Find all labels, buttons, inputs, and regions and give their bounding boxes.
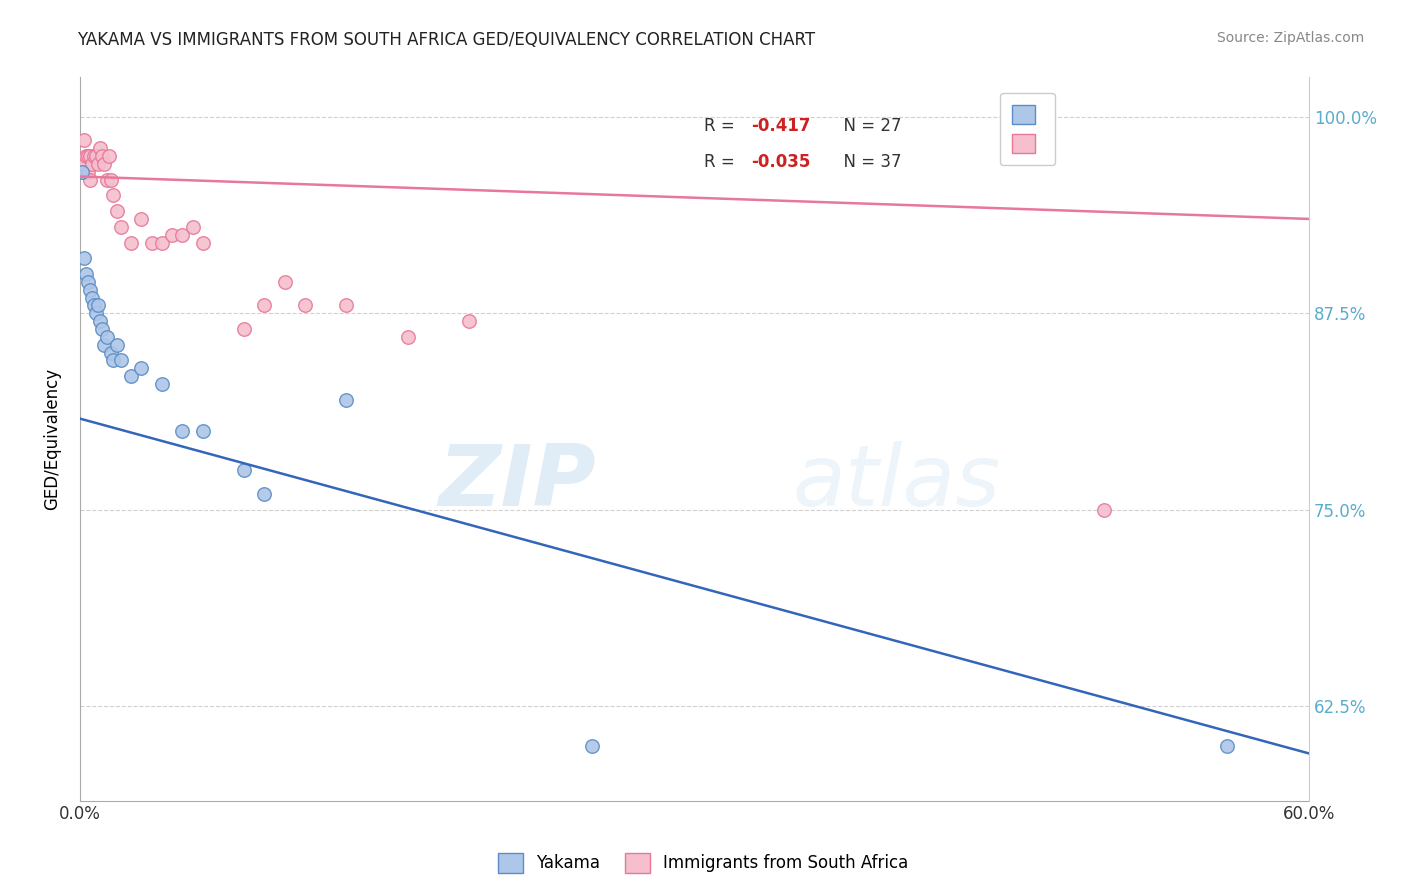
Point	[120, 235, 142, 250]
Point	[172, 227, 194, 242]
Text: N = 27: N = 27	[834, 117, 901, 136]
Point	[75, 267, 97, 281]
Point	[91, 322, 114, 336]
Point	[93, 157, 115, 171]
Point	[89, 141, 111, 155]
Point	[70, 165, 93, 179]
Point	[191, 235, 214, 250]
Point	[274, 275, 297, 289]
Point	[83, 298, 105, 312]
Point	[82, 291, 104, 305]
Point	[93, 337, 115, 351]
Point	[91, 149, 114, 163]
Point	[1216, 739, 1239, 753]
Point	[87, 298, 110, 312]
Point	[101, 188, 124, 202]
Text: ZIP: ZIP	[439, 441, 596, 524]
Point	[253, 487, 276, 501]
Point	[1092, 502, 1115, 516]
Point	[89, 314, 111, 328]
Point	[73, 157, 96, 171]
Point	[172, 424, 194, 438]
Point	[191, 424, 214, 438]
Text: -0.417: -0.417	[751, 117, 810, 136]
Point	[87, 157, 110, 171]
Point	[110, 219, 132, 234]
Point	[82, 157, 104, 171]
Point	[101, 353, 124, 368]
Point	[100, 345, 122, 359]
Point	[105, 337, 128, 351]
Text: Source: ZipAtlas.com: Source: ZipAtlas.com	[1216, 31, 1364, 45]
Point	[131, 211, 153, 226]
Point	[581, 739, 603, 753]
Point	[150, 235, 173, 250]
Point	[84, 306, 107, 320]
Point	[75, 149, 97, 163]
Point	[73, 252, 96, 266]
Point	[77, 149, 100, 163]
Text: YAKAMA VS IMMIGRANTS FROM SOUTH AFRICA GED/EQUIVALENCY CORRELATION CHART: YAKAMA VS IMMIGRANTS FROM SOUTH AFRICA G…	[77, 31, 815, 49]
Point	[96, 172, 118, 186]
Text: atlas: atlas	[793, 441, 1001, 524]
Point	[79, 283, 101, 297]
Text: R =: R =	[704, 117, 741, 136]
Point	[120, 369, 142, 384]
Point	[294, 298, 316, 312]
Point	[79, 172, 101, 186]
Point	[110, 353, 132, 368]
Point	[396, 330, 419, 344]
Point	[335, 392, 357, 407]
Point	[70, 165, 93, 179]
Point	[73, 133, 96, 147]
Point	[77, 275, 100, 289]
Point	[160, 227, 183, 242]
Text: R =: R =	[704, 153, 741, 171]
Point	[83, 149, 105, 163]
Text: N = 37: N = 37	[834, 153, 901, 171]
Point	[105, 204, 128, 219]
Point	[253, 298, 276, 312]
Point	[97, 149, 120, 163]
Text: -0.035: -0.035	[751, 153, 810, 171]
Point	[100, 172, 122, 186]
Point	[96, 330, 118, 344]
Legend: , : ,	[1000, 93, 1054, 165]
Point	[141, 235, 163, 250]
Point	[77, 165, 100, 179]
Point	[335, 298, 357, 312]
Y-axis label: GED/Equivalency: GED/Equivalency	[44, 368, 60, 510]
Point	[232, 463, 254, 477]
Point	[150, 376, 173, 391]
Legend: Yakama, Immigrants from South Africa: Yakama, Immigrants from South Africa	[491, 847, 915, 880]
Point	[232, 322, 254, 336]
Point	[131, 361, 153, 376]
Point	[79, 149, 101, 163]
Point	[181, 219, 204, 234]
Point	[458, 314, 481, 328]
Point	[84, 149, 107, 163]
